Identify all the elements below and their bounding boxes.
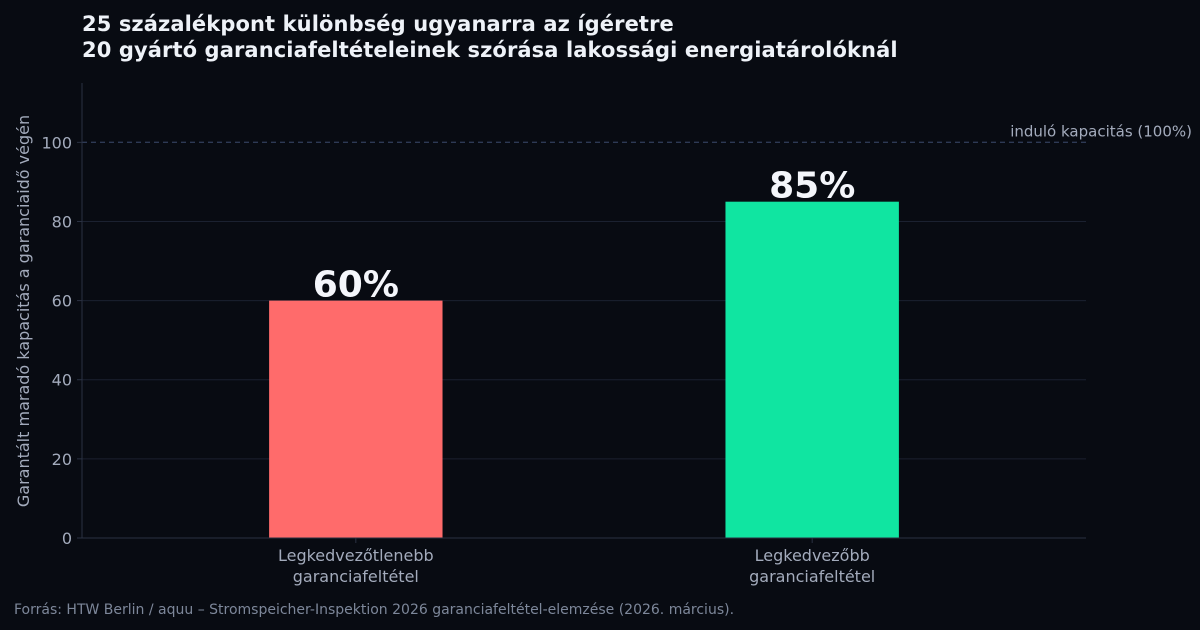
- reference-line-group: induló kapacitás (100%): [82, 122, 1192, 144]
- x-tick-label-line: Legkedvezőtlenebb: [278, 546, 434, 565]
- x-tick-label: Legkedvezőbb garanciafeltétel: [749, 546, 875, 586]
- x-tick-label-line: Legkedvezőbb: [755, 546, 870, 565]
- y-tick-label: 0: [62, 529, 72, 548]
- x-tick-label-line: garanciafeltétel: [293, 567, 419, 586]
- x-tick-label-line: garanciafeltétel: [749, 567, 875, 586]
- y-tick-label: 20: [52, 450, 72, 469]
- data-label: 85%: [769, 166, 855, 207]
- source-note: Forrás: HTW Berlin / aquu – Stromspeiche…: [14, 602, 735, 618]
- bars: [269, 201, 899, 538]
- data-labels: 60% 85%: [313, 166, 856, 306]
- bar: [725, 201, 899, 538]
- chart-subtitle: 20 gyártó garanciafeltételeinek szórása …: [82, 38, 898, 62]
- y-tick-label: 60: [52, 292, 72, 311]
- data-label: 60%: [313, 265, 399, 306]
- axes: 0 20 40 60 80 100 Legkedvezőtlenebb garanciafel…: [14, 83, 1086, 586]
- y-tick-label: 100: [41, 133, 72, 152]
- gridlines: [82, 220, 1086, 460]
- reference-line-label: induló kapacitás (100%): [1010, 122, 1192, 140]
- y-tick-label: 80: [52, 212, 72, 231]
- chart-title: 25 százalékpont különbség ugyanarra az í…: [82, 12, 674, 36]
- y-axis-title: Garantált maradó kapacitás a garanciaidő…: [14, 115, 33, 507]
- x-tick-label: Legkedvezőtlenebb garanciafeltétel: [278, 546, 434, 586]
- y-tick-label: 40: [52, 371, 72, 390]
- bar: [269, 300, 443, 538]
